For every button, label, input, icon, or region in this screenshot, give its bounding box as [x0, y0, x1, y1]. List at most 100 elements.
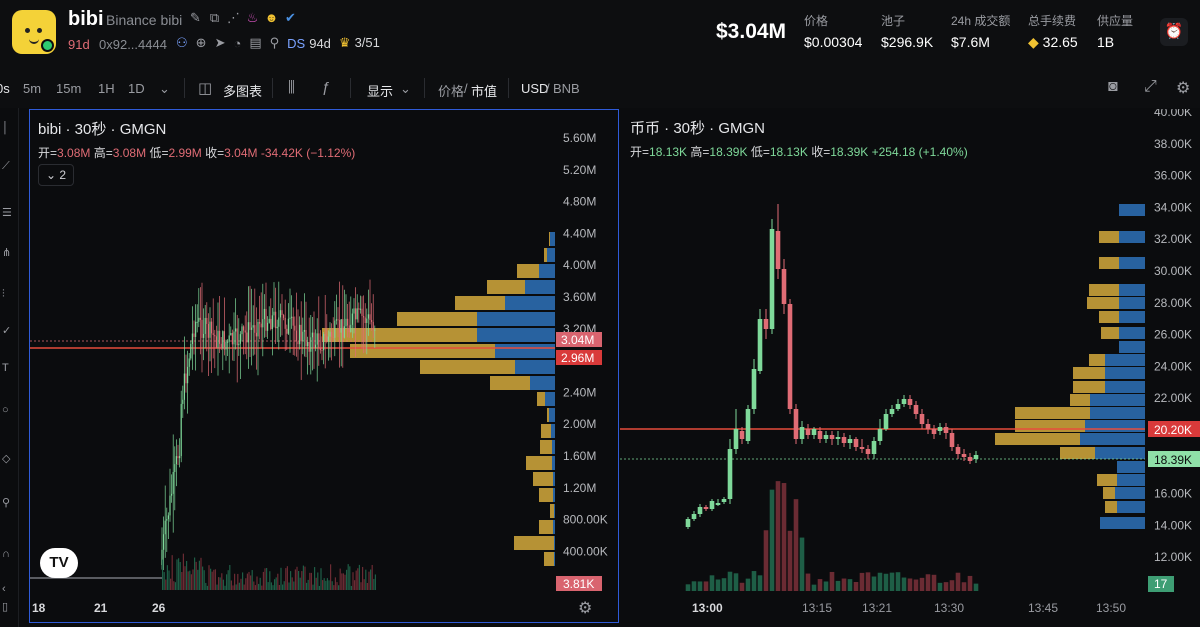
right-chart-canvas: 40.00K 38.00K 36.00K 34.00K 32.00K 30.00K 28.0… [620, 109, 1200, 615]
candle-body [781, 269, 787, 304]
mcap-toggle[interactable]: 市值 [471, 84, 498, 99]
volume-bar [330, 564, 332, 590]
display-button[interactable]: 显示 [367, 84, 394, 99]
chart-settings-icon[interactable]: ⚙ [578, 600, 593, 617]
candle-body [319, 347, 321, 351]
volume-bar [339, 568, 341, 590]
text-icon[interactable]: T [2, 362, 9, 374]
price-tag-current-label: 3.04M [561, 333, 594, 347]
copy-icon[interactable]: ⧉ [209, 10, 220, 25]
projection-icon[interactable]: ⫶ [2, 288, 5, 300]
stat-pool: 池子 $296.9K [881, 12, 933, 50]
interval-0s[interactable]: 0s [0, 81, 10, 96]
volume-bar [248, 571, 250, 590]
volume-bar [190, 574, 192, 590]
chart-panel-left[interactable]: 5.60M5.20M4.80M4.40M4.00M3.60M3.20M2.80M… [29, 109, 619, 623]
candle-body [311, 332, 313, 338]
edit-icon[interactable]: ✎ [190, 10, 201, 25]
ruler-icon[interactable]: ◇ [2, 453, 11, 465]
time-axis-label: 13:21 [862, 601, 892, 615]
price-axis-label: 24.00K [1154, 359, 1192, 373]
layout-icon[interactable]: ◫ [198, 80, 213, 97]
volume-bar [871, 576, 877, 591]
online-dot-icon [41, 39, 54, 52]
token-avatar[interactable] [12, 10, 56, 54]
cursor-icon[interactable]: │ [2, 122, 9, 134]
contract-address[interactable]: 0x92...4444 [99, 37, 167, 52]
pattern-icon[interactable]: ⋔ [2, 247, 12, 259]
multi-chart-button[interactable]: 多图表 [223, 84, 263, 99]
candle-type-icon[interactable]: ⫼ [288, 79, 295, 96]
tweet-icon[interactable]: ▤ [249, 35, 262, 50]
magnet-icon[interactable]: ∩ [2, 548, 10, 560]
candle-body [175, 456, 177, 465]
interval-1d[interactable]: 1D [128, 81, 145, 96]
bundle-icon[interactable]: ⚇ [176, 35, 188, 50]
settings-icon[interactable]: ⚙ [1176, 80, 1191, 97]
price-tag-current [556, 332, 602, 347]
volume-bar [181, 572, 183, 590]
fib-icon[interactable]: ☰ [2, 207, 12, 219]
interval-1h[interactable]: 1H [98, 81, 115, 96]
volume-bar [328, 580, 330, 590]
interval-15m[interactable]: 15m [56, 81, 82, 96]
collapse-arrow-icon[interactable]: ‹ [2, 583, 6, 595]
share-icon[interactable]: ⋰ [227, 10, 240, 25]
zoom-icon[interactable]: ⚲ [2, 497, 11, 509]
volume-bar [317, 572, 319, 590]
currency-usd[interactable]: USD [521, 81, 549, 96]
tradingview-logo[interactable]: TV [40, 548, 78, 578]
toggle-slash: / [546, 81, 550, 96]
volume-bar [374, 574, 376, 590]
trendline-icon[interactable]: ⟋ [2, 160, 10, 172]
holders-icon[interactable]: ☻ [264, 10, 279, 25]
volume-profile-sell-bar [322, 328, 477, 342]
candle-body [961, 454, 967, 457]
price-axis-label: 28.00K [1154, 296, 1192, 310]
camera-icon[interactable]: ◙ [1108, 78, 1118, 95]
search-icon[interactable]: ⚲ [269, 35, 280, 50]
price-alert-button[interactable]: ⏰ [1160, 18, 1188, 46]
stat-fees-amount: 32.65 [1042, 34, 1078, 50]
volume-bar [307, 579, 309, 590]
fullscreen-icon[interactable]: ⤢ [1144, 78, 1157, 95]
volume-bar [232, 585, 234, 590]
volume-bar [847, 579, 853, 591]
indicator-collapse-button[interactable]: ⌄ 2 [38, 164, 74, 186]
volume-bar [357, 568, 359, 590]
price-toggle[interactable]: 价格 [438, 84, 465, 99]
candle-body [161, 549, 163, 565]
price-axis-label: 12.00K [1154, 550, 1192, 564]
chevron-down-icon[interactable]: ⌄ [400, 81, 411, 96]
currency-bnb[interactable]: BNB [553, 81, 580, 96]
brush-icon[interactable]: ✓ [2, 325, 12, 337]
interval-5m[interactable]: 5m [23, 81, 42, 96]
crown-badge[interactable]: ♛ 3/51 [338, 35, 380, 50]
indicators-icon[interactable]: ƒ [322, 79, 331, 96]
volume-profile-sell-bar [490, 376, 530, 390]
candle-body [793, 409, 799, 439]
price-axis-label: 16.00K [1154, 487, 1192, 501]
candle-body [251, 327, 253, 330]
volume-bar [272, 585, 274, 590]
ds-badge[interactable]: DS 94d [287, 36, 331, 51]
volume-bar [733, 573, 739, 591]
candle-body [361, 308, 363, 317]
chevron-down-icon[interactable]: ⌄ [159, 81, 170, 96]
candle-body [363, 316, 365, 318]
fire-icon[interactable]: ♨ [246, 10, 259, 25]
website-icon[interactable]: ⊕ [195, 35, 207, 50]
measure-icon[interactable]: ○ [2, 404, 9, 416]
close-value: 18.39K [830, 145, 869, 159]
volume-profile-buy-bar [1105, 354, 1145, 366]
telegram-icon[interactable]: ➤ [214, 35, 226, 50]
volume-bar [245, 578, 247, 590]
chart-panel-right[interactable]: 40.00K 38.00K 36.00K 34.00K 32.00K 30.00K 28.0… [620, 109, 1200, 623]
divider [424, 78, 425, 98]
chart-link-icon[interactable]: ◔ [233, 35, 242, 51]
trash-icon[interactable]: ▯ [2, 601, 9, 613]
verified-icon[interactable]: ✔ [285, 10, 296, 25]
volume-profile-buy-bar [554, 504, 555, 518]
volume-bar [200, 557, 202, 590]
volume-bar [226, 574, 228, 590]
